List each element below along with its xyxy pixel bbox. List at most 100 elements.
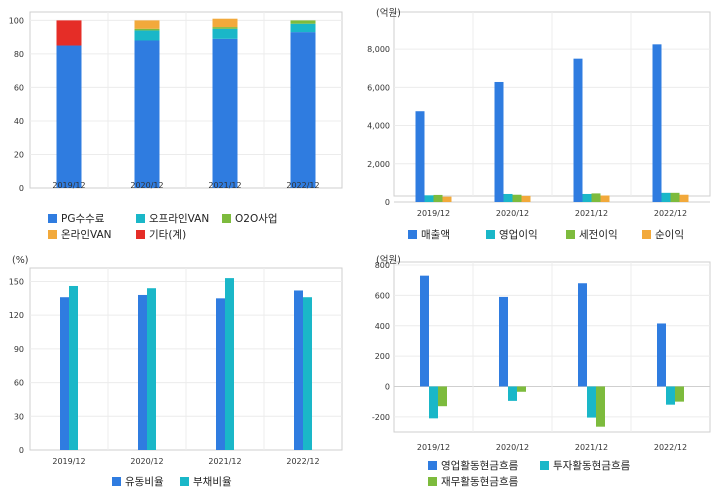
bar-2022/12-투자활동현금흐름 xyxy=(666,386,675,405)
bar-2020/12-순이익 xyxy=(521,195,531,202)
x-tick-label: 2021/12 xyxy=(208,181,241,190)
bar-2021/12-영업이익 xyxy=(582,193,592,202)
y-tick-label: 0 xyxy=(19,446,24,455)
legend-label: 영업활동현금흐름 xyxy=(441,459,519,472)
legend-swatch xyxy=(408,230,417,239)
x-tick-label: 2020/12 xyxy=(130,181,163,190)
legend-swatch xyxy=(642,230,651,239)
legend-swatch xyxy=(428,461,437,470)
bar-2022/12-세전이익 xyxy=(670,192,680,202)
bar-2019/12-순이익 xyxy=(442,196,452,202)
legend-swatch xyxy=(222,214,231,223)
legend-swatch xyxy=(428,477,437,486)
bar-2021/12-부채비율 xyxy=(225,278,234,450)
legend-label: PG수수료 xyxy=(61,213,105,225)
bar-2021/12-매출액 xyxy=(573,58,583,202)
legend-label: 매출액 xyxy=(421,229,450,241)
bar-2021/12-재무활동현금흐름 xyxy=(596,386,605,427)
y-tick-label: 6,000 xyxy=(367,83,390,92)
y-tick-label: 600 xyxy=(375,291,390,300)
bar-2019/12-부채비율 xyxy=(69,285,78,450)
x-tick-label: 2019/12 xyxy=(417,443,450,452)
bar-2022/12-매출액 xyxy=(652,44,662,203)
x-tick-label: 2020/12 xyxy=(496,443,529,452)
legend-label: O2O사업 xyxy=(235,212,278,225)
legend-label: 재무활동현금흐름 xyxy=(441,475,519,488)
bar-2020/12-세전이익 xyxy=(512,194,522,202)
y-tick-label: 8,000 xyxy=(367,45,390,54)
unit-label: (%) xyxy=(12,255,28,266)
x-tick-label: 2021/12 xyxy=(208,457,241,466)
revenue-mix-chart: 0 20 40 60 80 100 2019/12 2020/12 2021/12 2022/12… xyxy=(9,11,343,241)
x-tick-label: 2022/12 xyxy=(654,443,687,452)
bar-2020/12-매출액 xyxy=(494,81,504,202)
legend-label: 부채비율 xyxy=(193,476,232,488)
y-tick-label: 400 xyxy=(375,322,390,331)
y-tick-label: 120 xyxy=(9,311,24,320)
y-tick-label: 800 xyxy=(375,261,390,270)
legend-label: 세전이익 xyxy=(579,229,618,241)
bar-2022/12-O2O사업 xyxy=(290,20,316,24)
legend-label: 기타(계) xyxy=(149,229,186,241)
bar-2019/12-재무활동현금흐름 xyxy=(438,386,447,407)
bar-2020/12-O2O사업 xyxy=(134,28,160,31)
bar-2021/12-세전이익 xyxy=(591,193,601,202)
y-tick-label: 4,000 xyxy=(367,122,390,131)
bar-2019/12-유동비율 xyxy=(60,297,69,450)
legend-label: 온라인VAN xyxy=(61,229,112,241)
legend-swatch xyxy=(566,230,575,239)
bar-2019/12-기타(계) xyxy=(56,20,82,46)
bar-2022/12-부채비율 xyxy=(303,297,312,450)
bar-2019/12-세전이익 xyxy=(433,194,443,202)
legend-swatch xyxy=(136,230,145,239)
y-tick-label: 200 xyxy=(375,352,390,361)
cash-flow-chart: -200 0 200 400 600 800 2019/12 2020/12 2021/12 20… xyxy=(372,254,711,488)
income-chart: 0 2,000 4,000 6,000 8,000 2019/12 2020/12 2021/… xyxy=(367,7,711,241)
bar-2022/12-유동비율 xyxy=(294,290,303,450)
bar-2021/12-PG수수료 xyxy=(212,38,238,188)
x-tick-label: 2019/12 xyxy=(417,209,450,218)
bar-2020/12-온라인VAN xyxy=(134,20,160,29)
unit-label: (억원) xyxy=(376,7,401,19)
x-tick-label: 2021/12 xyxy=(575,443,608,452)
legend-swatch xyxy=(112,477,121,486)
y-tick-label: 0 xyxy=(385,382,390,391)
y-tick-label: 150 xyxy=(9,277,24,286)
bar-2020/12-PG수수료 xyxy=(134,40,160,188)
bar-2019/12-매출액 xyxy=(415,111,425,202)
x-tick-label: 2022/12 xyxy=(654,209,687,218)
legend-swatch xyxy=(486,230,495,239)
ratio-chart: 0 30 60 90 120 150 2019/12 2020/12 2021/12 2022/1… xyxy=(9,255,343,488)
y-tick-label: 0 xyxy=(19,184,24,193)
bar-2020/12-부채비율 xyxy=(147,288,156,450)
x-tick-label: 2019/12 xyxy=(52,181,85,190)
unit-label: (억원) xyxy=(376,254,401,266)
legend-label: 순이익 xyxy=(655,229,684,241)
y-tick-label: 40 xyxy=(14,117,24,126)
legend-label: 투자활동현금흐름 xyxy=(553,459,631,472)
bar-2022/12-영업활동현금흐름 xyxy=(657,323,666,387)
x-tick-label: 2021/12 xyxy=(575,209,608,218)
bar-2020/12-영업이익 xyxy=(503,193,513,202)
bar-2022/12-PG수수료 xyxy=(290,32,316,188)
legend-swatch xyxy=(48,230,57,239)
y-tick-label: 80 xyxy=(14,50,24,59)
legend-swatch xyxy=(180,477,189,486)
bar-2020/12-유동비율 xyxy=(138,294,147,450)
bar-2019/12-영업활동현금흐름 xyxy=(420,275,429,387)
bar-2019/12-영업이익 xyxy=(424,195,434,202)
x-tick-label: 2020/12 xyxy=(130,457,163,466)
legend-swatch xyxy=(540,461,549,470)
bar-2020/12-재무활동현금흐름 xyxy=(517,386,526,392)
y-tick-label: 20 xyxy=(14,150,24,159)
y-tick-label: 30 xyxy=(14,412,24,421)
bar-2021/12-온라인VAN xyxy=(212,18,238,28)
bar-2021/12-영업활동현금흐름 xyxy=(578,283,587,387)
bar-2020/12-오프라인VAN xyxy=(134,30,160,41)
bar-2019/12-투자활동현금흐름 xyxy=(429,386,438,419)
bar-2021/12-순이익 xyxy=(600,195,610,202)
bar-2021/12-유동비율 xyxy=(216,298,225,450)
bar-2021/12-투자활동현금흐름 xyxy=(587,386,596,418)
x-tick-label: 2020/12 xyxy=(496,209,529,218)
bar-2021/12-오프라인VAN xyxy=(212,28,238,39)
